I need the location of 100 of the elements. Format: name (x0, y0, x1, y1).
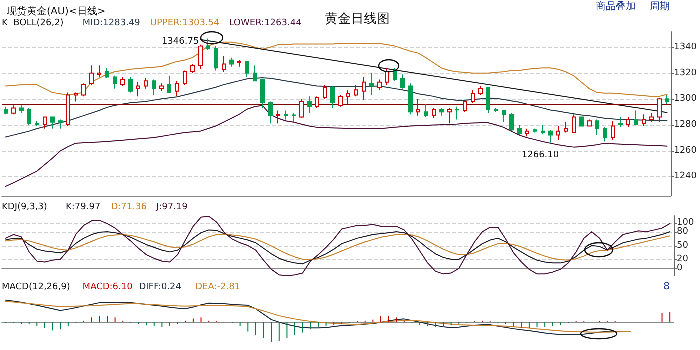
candlestick (665, 94, 669, 105)
legend-title: MACD(12,26,9) (2, 282, 70, 292)
text: 商品叠加 (596, 0, 636, 12)
candlestick (97, 65, 101, 78)
text: LOWER:1263.44 (229, 18, 302, 28)
candlestick (541, 124, 545, 135)
candlestick (50, 116, 55, 130)
candlestick (276, 110, 280, 124)
candlestick (105, 68, 109, 79)
candlestick (268, 101, 273, 124)
candlestick (432, 108, 436, 120)
candlestick (66, 92, 70, 127)
candlestick (517, 124, 522, 136)
candlestick (642, 114, 646, 127)
candlestick (603, 127, 607, 142)
candlestick (89, 65, 94, 86)
candlestick (634, 110, 638, 126)
candlestick (222, 56, 226, 73)
candlestick (494, 108, 498, 113)
candlestick (214, 46, 218, 72)
candlestick (330, 86, 335, 109)
candlestick (463, 101, 467, 113)
candlestick (471, 90, 475, 104)
candlestick (175, 80, 179, 98)
y-tick-label: 80 (677, 227, 689, 238)
candlestick (4, 106, 8, 116)
line-series (5, 77, 668, 138)
candlestick (595, 119, 599, 136)
text: 8 (664, 282, 670, 292)
candlestick (362, 76, 366, 101)
candlestick (369, 72, 374, 96)
candlestick (237, 60, 241, 68)
annotation: 1266.10 (522, 150, 560, 160)
candlestick (611, 120, 615, 141)
y-tick-label: 20 (677, 254, 689, 265)
candlestick (416, 98, 420, 116)
annotation: 1346.75 (162, 36, 200, 47)
text: MACD:6.10 (82, 282, 134, 292)
candlestick (486, 87, 490, 114)
y-tick-label: 0 (677, 264, 683, 274)
candlestick (19, 105, 24, 114)
candlestick (447, 108, 452, 124)
candlestick (74, 92, 78, 102)
line-series (5, 105, 668, 188)
text: 周期 (650, 0, 670, 12)
candlestick (315, 96, 319, 109)
candlestick (183, 70, 187, 86)
candlestick (245, 61, 249, 78)
candlestick (649, 112, 654, 123)
chart-subtitle: 现货黄金(AU)<日线> (7, 6, 106, 18)
candlestick (354, 84, 358, 98)
candlestick (502, 110, 506, 123)
candlestick (548, 130, 553, 144)
candlestick (120, 76, 125, 87)
candlestick (58, 119, 63, 130)
candlestick (152, 79, 156, 96)
candlestick (525, 128, 529, 138)
candlestick (533, 128, 537, 134)
candlestick (292, 112, 296, 123)
candlestick (144, 78, 148, 90)
candlestick (167, 75, 171, 94)
y-tick-label: 100 (677, 218, 694, 228)
legend-title: KDJ(9,3,3) (2, 202, 48, 212)
candlestick (400, 74, 405, 90)
candlestick (27, 108, 31, 126)
line-series (5, 216, 671, 276)
candlestick (478, 86, 483, 96)
candlestick (11, 105, 16, 116)
candlestick (43, 116, 47, 130)
candlestick (206, 38, 210, 51)
candlestick (572, 114, 576, 134)
candlestick (260, 79, 265, 109)
candlestick (81, 83, 86, 98)
candlestick (587, 119, 592, 127)
series-label: J:97.19 (155, 202, 188, 212)
y-tick-label: 1240 (674, 172, 698, 182)
series-label: DIFF:0.24 (139, 282, 182, 292)
candlestick (323, 84, 327, 100)
candlestick (509, 112, 514, 132)
candlestick (618, 116, 623, 128)
candlestick (385, 68, 389, 86)
candlestick (377, 79, 382, 91)
candlestick (657, 97, 662, 123)
candlestick (136, 82, 140, 98)
y-tick-label: 1260 (674, 146, 698, 156)
candlestick (455, 106, 459, 120)
candlestick (564, 122, 568, 134)
y-tick-label: 1320 (674, 68, 698, 78)
text: D:71.36 (111, 202, 148, 212)
series-label: DEA:-2.81 (196, 282, 241, 292)
text: K:79.97 (66, 202, 101, 212)
y-tick-label: 1300 (674, 94, 698, 104)
y-tick-label: 50 (677, 240, 689, 251)
y-tick-label: 1280 (674, 120, 698, 130)
candlestick (159, 83, 164, 92)
candlestick (299, 98, 304, 120)
candlestick (113, 75, 117, 90)
candlestick (439, 108, 444, 116)
candlestick (626, 116, 630, 128)
legend-title: K BOLL(26,2) (2, 18, 64, 28)
